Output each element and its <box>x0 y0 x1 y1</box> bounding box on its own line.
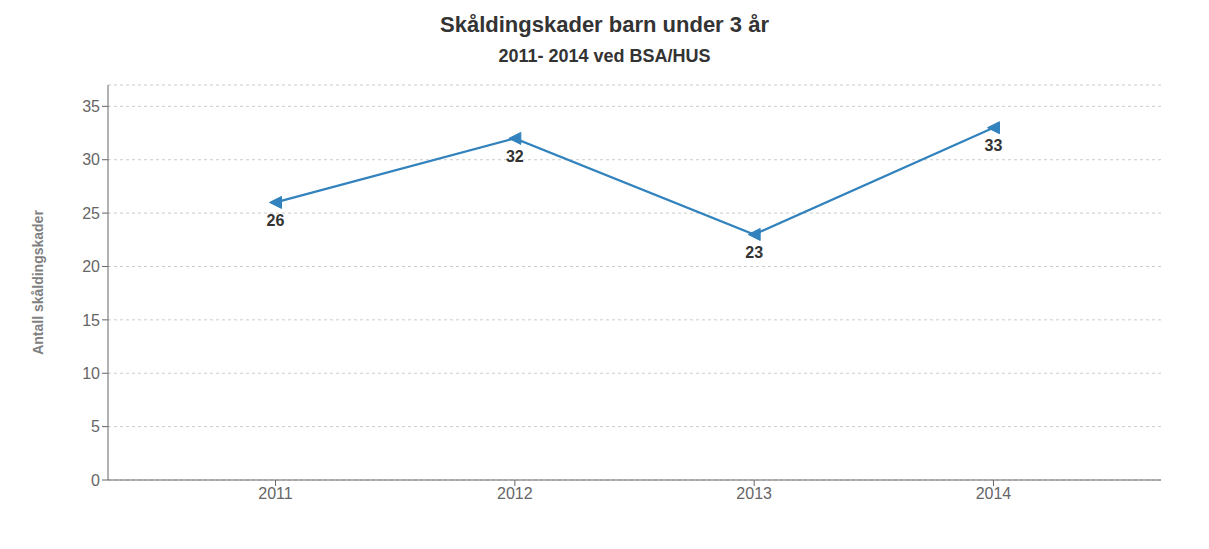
svg-text:2012: 2012 <box>497 485 533 502</box>
svg-text:25: 25 <box>82 205 100 222</box>
svg-text:32: 32 <box>506 148 524 165</box>
svg-text:15: 15 <box>82 312 100 329</box>
svg-text:0: 0 <box>91 472 100 489</box>
svg-text:23: 23 <box>745 244 763 261</box>
svg-text:30: 30 <box>82 151 100 168</box>
svg-text:26: 26 <box>267 212 285 229</box>
svg-text:2011: 2011 <box>258 485 293 502</box>
svg-text:5: 5 <box>91 418 100 435</box>
svg-text:10: 10 <box>82 365 100 382</box>
svg-text:35: 35 <box>82 98 100 115</box>
svg-text:2013: 2013 <box>736 485 772 502</box>
svg-text:2014: 2014 <box>976 485 1012 502</box>
svg-text:20: 20 <box>82 258 100 275</box>
html-text:Skåldingskader barn under 3 år: Skåldingskader barn under 3 år <box>440 12 769 37</box>
html-text:2011- 2014 ved BSA/HUS: 2011- 2014 ved BSA/HUS <box>498 46 711 66</box>
svg-text:Antall skåldingskader: Antall skåldingskader <box>30 210 46 355</box>
svg-text:33: 33 <box>985 137 1003 154</box>
